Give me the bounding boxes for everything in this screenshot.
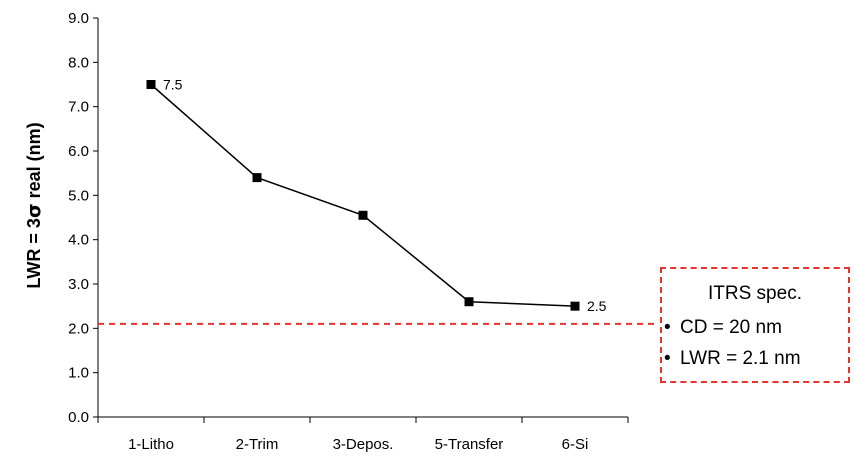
y-axis-ticks: 0.0 1.0 2.0 3.0 4.0 5.0 6.0 7.0 8.0 9.0 <box>68 10 98 426</box>
bullet-icon: • <box>664 348 671 369</box>
y-tick-label: 5.0 <box>68 187 89 204</box>
spec-item-cd: • CD = 20 nm <box>664 317 782 339</box>
series-line <box>150 83 576 307</box>
y-tick-label: 7.0 <box>68 99 89 116</box>
x-tick-label: 5-Transfer <box>435 436 504 453</box>
spec-box-title: ITRS spec. <box>708 283 802 304</box>
y-tick-label: 6.0 <box>68 143 89 160</box>
y-tick-label: 8.0 <box>68 54 89 71</box>
y-axis-label: LWR = 3σ real (nm) <box>23 122 45 288</box>
spec-item-lwr-text: LWR = 2.1 nm <box>680 348 801 369</box>
bullet-icon: • <box>664 317 671 338</box>
spec-item-cd-text: CD = 20 nm <box>680 317 782 338</box>
y-axis-label-prefix: LWR = 3 <box>24 218 44 289</box>
x-tick-label: 1-Litho <box>128 436 174 453</box>
x-axis-ticks: 1-Litho 2-Trim 3-Depos. 5-Transfer 6-Si <box>97 417 629 453</box>
data-point <box>570 301 580 311</box>
x-tick-label: 2-Trim <box>236 436 279 453</box>
y-tick-label: 0.0 <box>68 409 89 426</box>
y-tick-label: 4.0 <box>68 232 89 249</box>
series-markers <box>146 80 580 311</box>
y-tick-label: 3.0 <box>68 276 89 293</box>
data-point <box>146 80 156 89</box>
itrs-spec-box: ITRS spec. • CD = 20 nm • LWR = 2.1 nm <box>660 267 850 383</box>
y-tick-label: 1.0 <box>68 365 89 382</box>
y-axis-label-suffix: real (nm) <box>24 122 44 203</box>
y-axis-label-sigma: σ <box>23 203 45 218</box>
y-tick-label: 9.0 <box>68 10 89 27</box>
x-tick-label: 6-Si <box>562 436 589 453</box>
spec-item-lwr: • LWR = 2.1 nm <box>664 348 801 370</box>
data-label: 2.5 <box>587 298 607 314</box>
data-point <box>358 210 368 220</box>
data-point <box>464 297 474 307</box>
data-point <box>252 173 262 183</box>
y-tick-label: 2.0 <box>68 320 89 337</box>
x-tick-label: 3-Depos. <box>333 436 394 453</box>
data-label: 7.5 <box>163 77 183 93</box>
data-labels: 7.5 2.5 <box>163 77 607 315</box>
